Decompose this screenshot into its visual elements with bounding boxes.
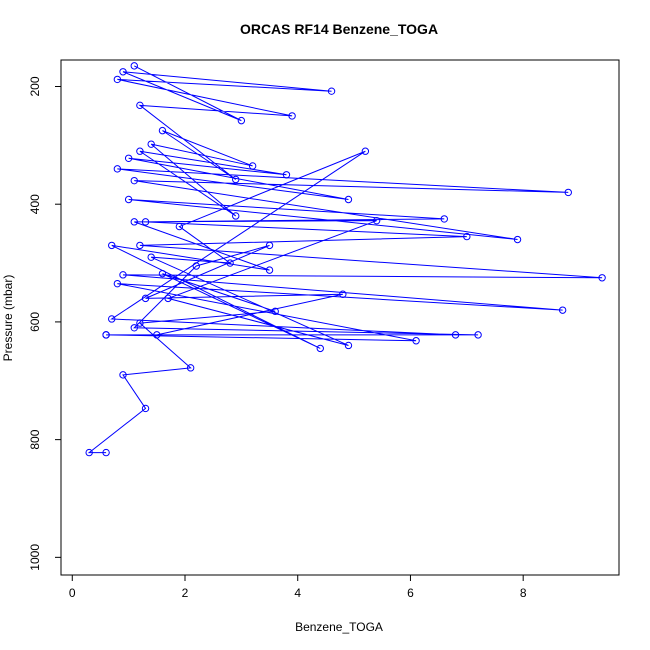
plot-frame: [60, 59, 620, 576]
x-tick-label: 0: [69, 586, 76, 600]
x-tick-label: 2: [182, 586, 189, 600]
data-point: [153, 331, 161, 339]
data-point: [474, 331, 482, 339]
y-tick-label: 200: [28, 76, 42, 96]
data-point: [232, 175, 240, 184]
data-point: [344, 341, 353, 350]
data-point: [130, 62, 138, 70]
data-point: [164, 294, 172, 303]
data-point: [102, 331, 110, 339]
data-point: [130, 324, 138, 332]
data-point: [141, 404, 150, 413]
data-point: [147, 140, 155, 148]
data-point: [463, 232, 471, 241]
x-tick-label: 8: [520, 586, 527, 600]
plot-area: [85, 62, 606, 457]
data-point: [119, 68, 127, 76]
series-group: [85, 62, 606, 457]
data-point: [113, 75, 122, 84]
data-point: [108, 241, 116, 250]
data-point: [119, 271, 127, 279]
data-point: [226, 259, 234, 267]
data-point: [564, 188, 572, 197]
data-point: [102, 448, 110, 457]
data-point: [85, 448, 93, 457]
data-point: [136, 101, 144, 110]
data-point: [412, 337, 420, 345]
data-point: [598, 274, 606, 282]
data-point: [248, 162, 257, 170]
x-axis-label: Benzene_TOGA: [295, 620, 383, 634]
data-point: [192, 262, 200, 270]
data-point: [440, 215, 448, 223]
data-point: [558, 306, 567, 314]
data-point: [361, 147, 370, 155]
data-point: [282, 171, 291, 179]
series-line: [87, 65, 603, 454]
data-point: [158, 126, 167, 135]
x-tick-label: 4: [294, 586, 301, 600]
data-point: [327, 87, 336, 95]
data-point: [136, 241, 144, 250]
data-point: [113, 165, 122, 173]
data-point: [130, 218, 138, 226]
data-point: [237, 116, 246, 125]
data-point: [136, 319, 144, 327]
data-point: [158, 269, 167, 278]
data-point: [316, 344, 324, 353]
x-tick-label: 6: [407, 586, 414, 600]
data-point: [108, 315, 116, 323]
data-point: [119, 371, 127, 379]
data-point: [124, 195, 133, 204]
y-tick-label: 600: [28, 312, 42, 332]
data-point: [288, 112, 296, 120]
data-point: [232, 212, 240, 220]
y-axis-label: Pressure (mbar): [1, 275, 15, 362]
y-axis: 200 400 600 800 1000: [28, 76, 61, 571]
data-point: [265, 241, 274, 250]
data-point: [136, 147, 144, 155]
y-tick-label: 1000: [28, 544, 42, 571]
data-point: [339, 290, 347, 298]
data-point: [451, 331, 460, 339]
data-point: [372, 216, 381, 225]
data-point: [147, 253, 155, 261]
y-tick-label: 400: [28, 194, 42, 214]
x-axis: 0 2 4 6 8: [69, 575, 527, 600]
data-point: [186, 364, 195, 372]
data-point: [141, 294, 150, 303]
data-point: [113, 279, 122, 288]
data-point: [124, 154, 133, 162]
data-point: [141, 218, 150, 226]
data-point: [130, 176, 138, 185]
data-point: [265, 266, 274, 274]
data-point: [344, 195, 353, 204]
data-point: [175, 222, 184, 231]
chart-title: ORCAS RF14 Benzene_TOGA: [240, 21, 438, 37]
data-point: [271, 307, 279, 316]
data-point: [513, 235, 522, 244]
y-tick-label: 800: [28, 429, 42, 449]
